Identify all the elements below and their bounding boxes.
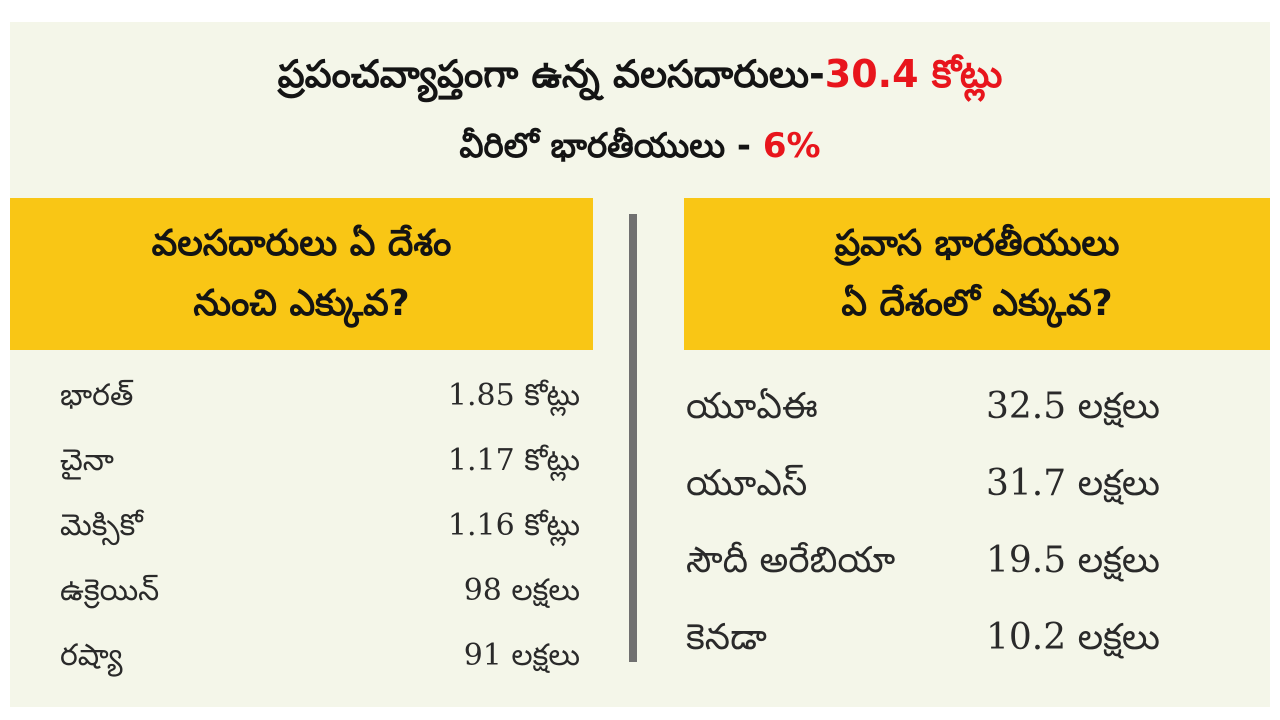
migrant-count: 1.85 కోట్లు <box>447 377 580 413</box>
country-name: సౌదీ అరేబియా <box>686 539 896 581</box>
headline-total-migrants: ప్రపంచవ్యాప్తంగా ఉన్న వలసదారులు-30.4 కోట… <box>10 52 1270 106</box>
headline-share-label: వీరిలో భారతీయులు - <box>459 126 763 166</box>
country-name: భారత్ <box>60 377 134 413</box>
vertical-divider <box>629 214 637 662</box>
left-title-line1: వలసదారులు ఏ దేశం <box>151 223 452 264</box>
table-row: యూఏఈ 32.5 లక్షలు <box>686 372 1196 449</box>
right-title-line1: ప్రవాస భారతీయులు <box>834 223 1120 264</box>
right-title-line2: ఏ దేశంలో ఎక్కువ? <box>841 283 1113 324</box>
table-row: మెక్సికో 1.16 కోట్లు <box>60 496 580 561</box>
table-row: చైనా 1.17 కోట్లు <box>60 431 580 496</box>
diaspora-count: 19.5 లక్షలు <box>986 539 1160 581</box>
left-country-table: భారత్ 1.85 కోట్లు చైనా 1.17 కోట్లు మెక్స… <box>60 366 580 691</box>
country-name: యూఏఈ <box>686 385 818 427</box>
migrant-count: 91 లక్షలు <box>463 637 580 673</box>
country-name: ఉక్రెయిన్ <box>60 572 160 608</box>
headline-indian-share: వీరిలో భారతీయులు - 6% <box>10 126 1270 174</box>
table-row: ఉక్రెయిన్ 98 లక్షలు <box>60 561 580 626</box>
headline-share-value: 6% <box>762 126 821 166</box>
headline-total-value: 30.4 కోట్లు <box>824 52 1003 96</box>
table-row: సౌదీ అరేబియా 19.5 లక్షలు <box>686 526 1196 603</box>
diaspora-count: 10.2 లక్షలు <box>986 616 1160 658</box>
country-name: కెనడా <box>686 616 767 658</box>
table-row: యూఎస్ 31.7 లక్షలు <box>686 449 1196 526</box>
table-row: కెనడా 10.2 లక్షలు <box>686 603 1196 680</box>
infographic-panel: ప్రపంచవ్యాప్తంగా ఉన్న వలసదారులు-30.4 కోట… <box>10 22 1270 707</box>
diaspora-count: 32.5 లక్షలు <box>986 385 1160 427</box>
country-name: చైనా <box>60 442 114 478</box>
headline-total-label: ప్రపంచవ్యాప్తంగా ఉన్న వలసదారులు- <box>277 52 825 96</box>
right-section-title: ప్రవాస భారతీయులు ఏ దేశంలో ఎక్కువ? <box>684 198 1270 350</box>
migrant-count: 98 లక్షలు <box>463 572 580 608</box>
table-row: రష్యా 91 లక్షలు <box>60 626 580 691</box>
left-section-title: వలసదారులు ఏ దేశం నుంచి ఎక్కువ? <box>10 198 593 350</box>
country-name: రష్యా <box>60 637 123 673</box>
table-row: భారత్ 1.85 కోట్లు <box>60 366 580 431</box>
diaspora-count: 31.7 లక్షలు <box>986 462 1160 504</box>
migrant-count: 1.16 కోట్లు <box>447 507 580 543</box>
left-title-line2: నుంచి ఎక్కువ? <box>193 283 410 324</box>
country-name: యూఎస్ <box>686 462 808 504</box>
migrant-count: 1.17 కోట్లు <box>447 442 580 478</box>
right-country-table: యూఏఈ 32.5 లక్షలు యూఎస్ 31.7 లక్షలు సౌదీ … <box>686 372 1196 680</box>
country-name: మెక్సికో <box>60 507 143 543</box>
